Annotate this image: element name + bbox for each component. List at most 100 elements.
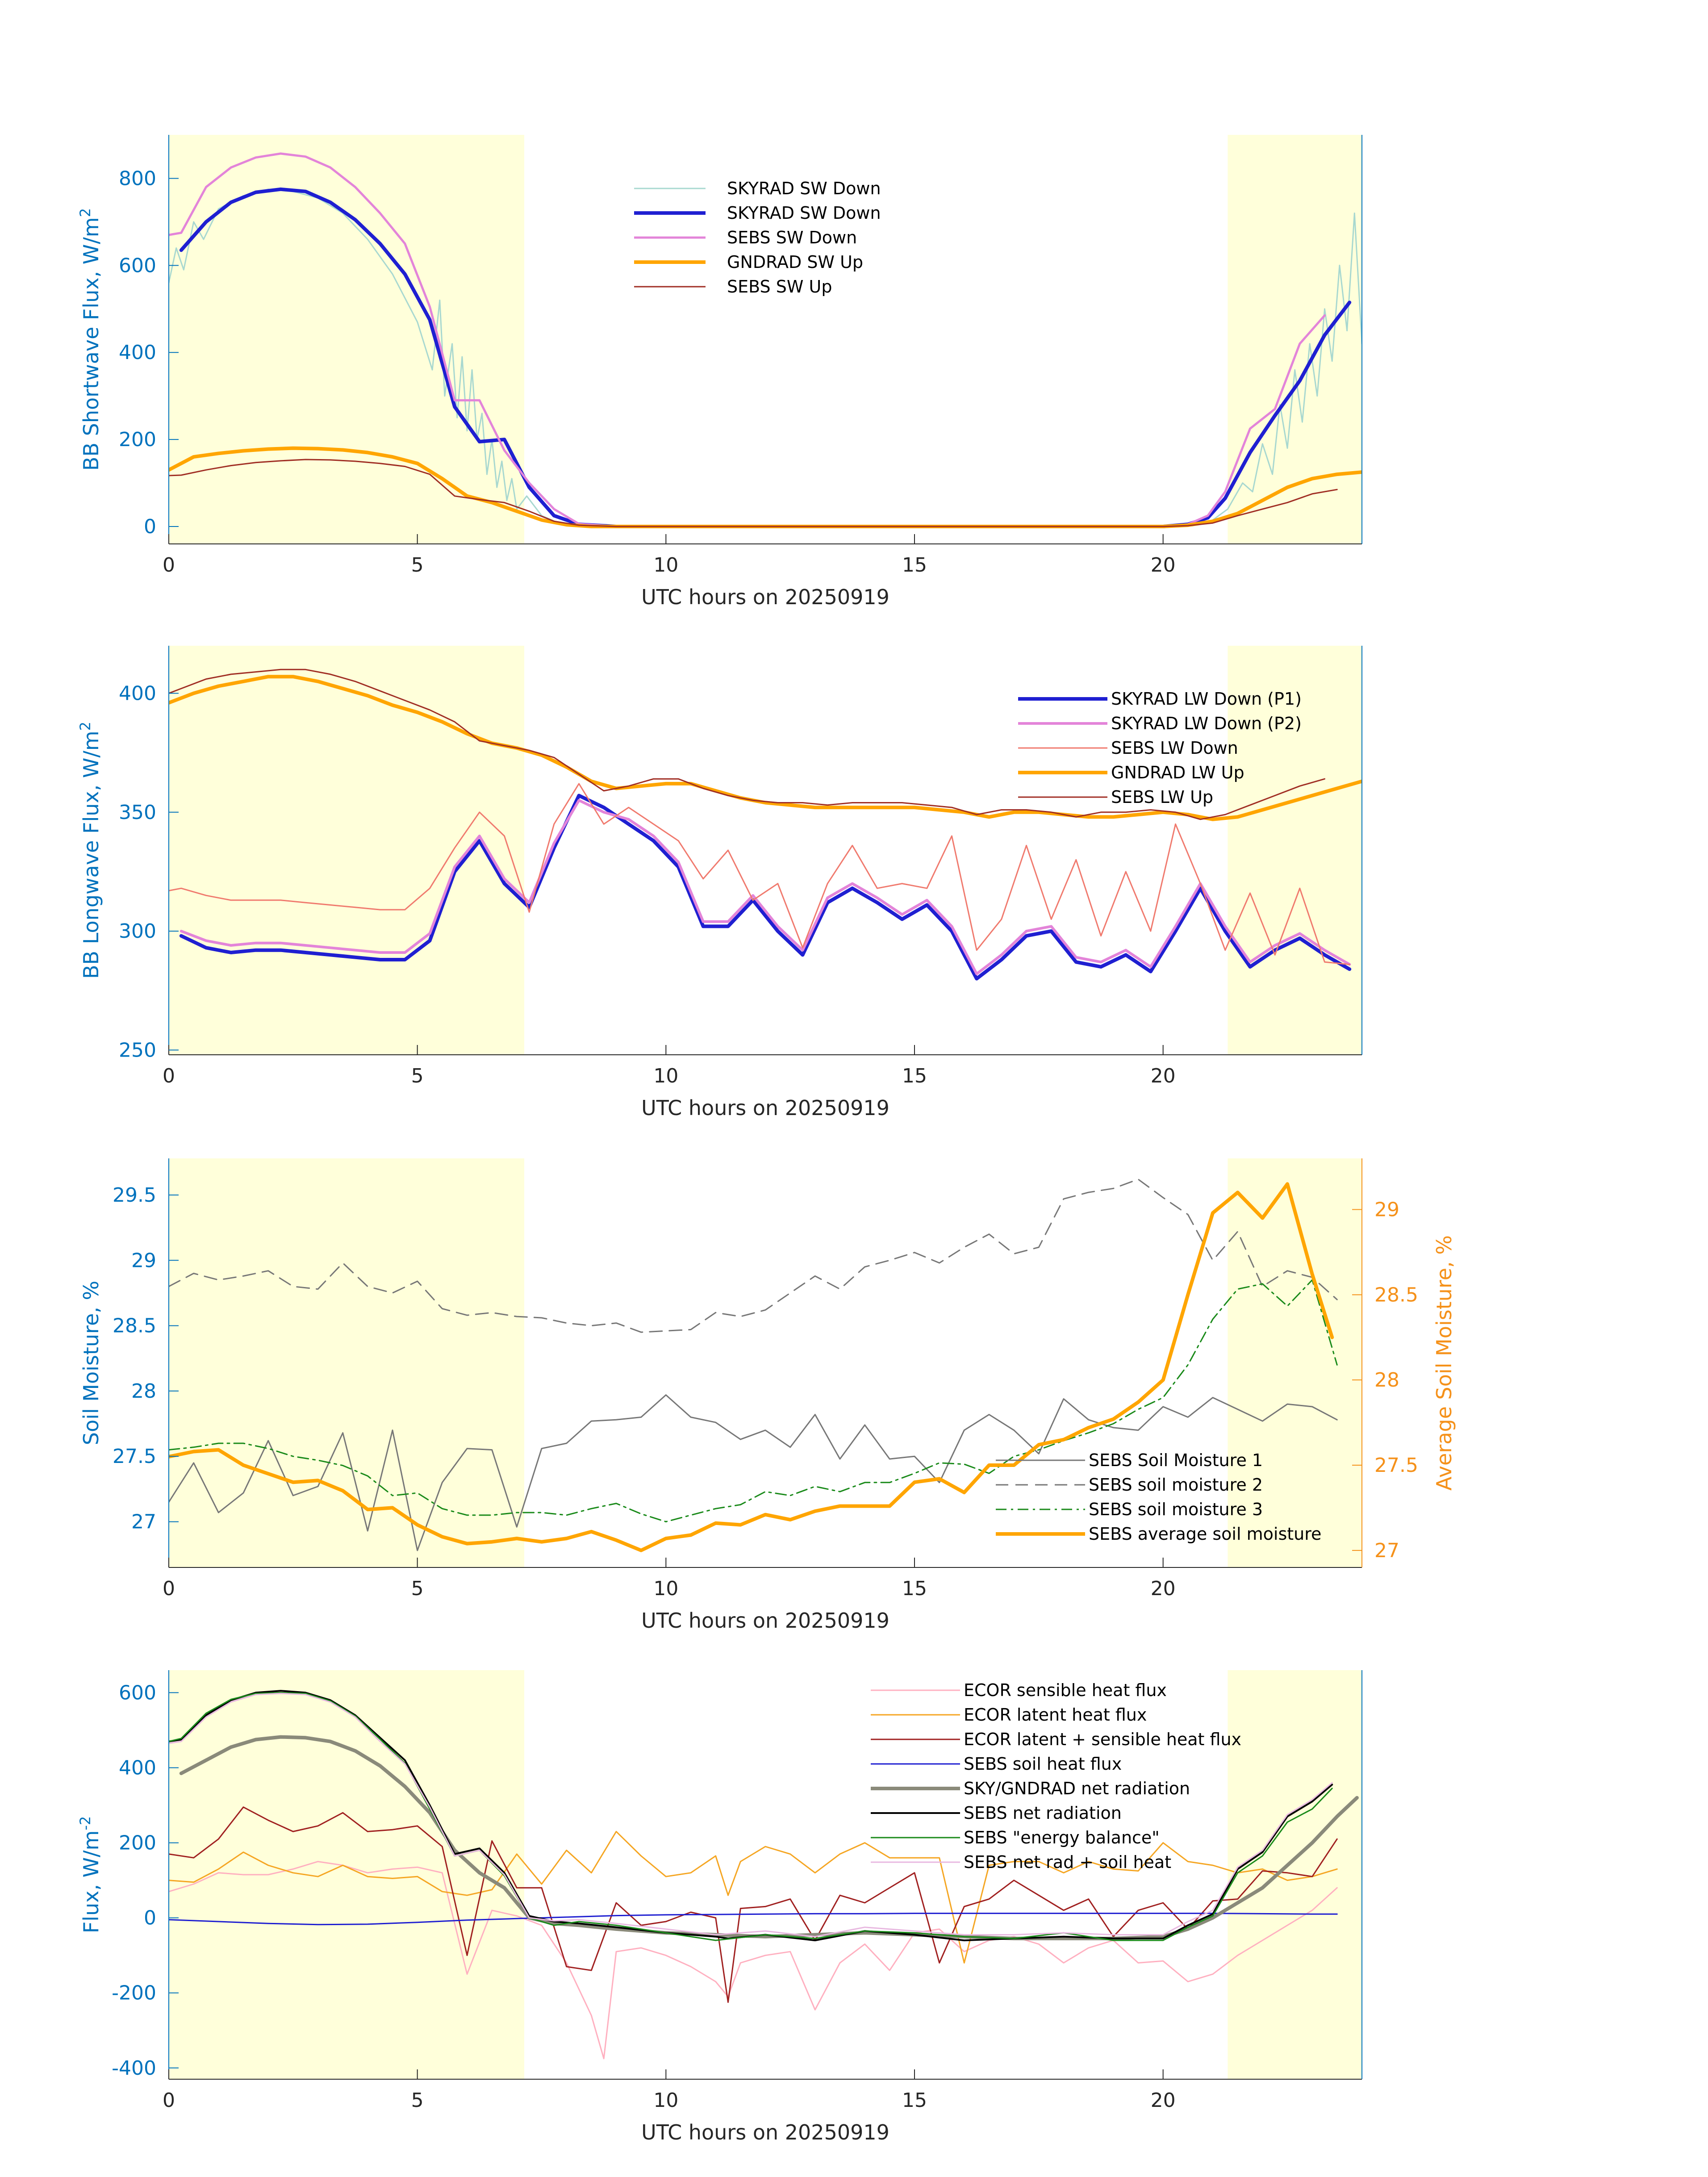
x-tick-label: 0 [163, 554, 175, 577]
night-band-0 [169, 1158, 525, 1567]
series-group [169, 152, 1362, 528]
y-tick-label: -400 [112, 2057, 156, 2080]
x-tick-label: 15 [902, 1065, 927, 1087]
series-group [169, 1178, 1338, 1552]
legend-label: SEBS soil moisture 3 [1089, 1500, 1263, 1519]
chart-panel-flux: 0 5 10 15 20 -400 -200 0 200 400 600 UTC hours on 2… [77, 1670, 1362, 2144]
y-tick-label: 0 [144, 1907, 156, 1930]
series-line-3 [169, 446, 1362, 528]
x-tick-label: 15 [902, 2089, 927, 2112]
y-tick-label: 200 [119, 428, 156, 451]
y-tick-label: 27.5 [113, 1445, 156, 1468]
y-tick-label: 29.5 [113, 1184, 156, 1207]
series-line-2 [169, 1806, 1338, 2003]
y-tick-label: 350 [119, 801, 156, 824]
series-line-2 [169, 152, 1326, 528]
legend-label: SEBS SW Up [727, 277, 832, 297]
legend-label: SEBS net radiation [964, 1803, 1122, 1823]
x-tick-label: 5 [411, 1577, 424, 1600]
x-tick-label: 0 [163, 2089, 175, 2112]
y-right-tick-label: 29 [1374, 1199, 1399, 1221]
legend-label: SEBS Soil Moisture 1 [1089, 1450, 1263, 1470]
x-tick-label: 10 [653, 1577, 678, 1600]
x-tick-label: 20 [1151, 554, 1176, 577]
x-axis-label: UTC hours on 20250919 [641, 1609, 889, 1633]
night-band-1 [1228, 1670, 1362, 2079]
y-tick-label: 800 [119, 167, 156, 190]
x-tick-label: 5 [411, 2089, 424, 2112]
y-tick-label: 400 [119, 682, 156, 705]
x-tick-label: 5 [411, 554, 424, 577]
x-tick-label: 20 [1151, 1577, 1176, 1600]
y-tick-label: 0 [144, 515, 156, 538]
x-axis-label: UTC hours on 20250919 [641, 585, 889, 609]
x-tick-label: 0 [163, 1065, 175, 1087]
night-band-1 [1228, 1158, 1362, 1567]
legend: SKYRAD SW Down SKYRAD SW Down SEBS SW Down… [634, 179, 881, 297]
series-line-1 [169, 1830, 1338, 1964]
x-tick-label: 15 [902, 554, 927, 577]
series-line-6 [169, 1692, 1333, 1941]
series-line-0 [179, 794, 1352, 981]
legend: ECOR sensible heat flux ECOR latent heat … [871, 1680, 1241, 1872]
series-line-1 [169, 1178, 1338, 1333]
x-tick-label: 20 [1151, 2089, 1176, 2112]
series-line-0 [169, 1394, 1338, 1551]
y-tick-label: -200 [112, 1982, 156, 2005]
y-tick-label: 600 [119, 1681, 156, 1704]
legend-label: ECOR sensible heat flux [964, 1680, 1167, 1700]
legend-label: SEBS LW Down [1111, 738, 1238, 758]
legend-label: SEBS net rad + soil heat [964, 1852, 1171, 1872]
x-tick-label: 10 [653, 2089, 678, 2112]
y-right-tick-label: 28.5 [1374, 1283, 1418, 1306]
x-tick-label: 20 [1151, 1065, 1176, 1087]
night-band-0 [169, 135, 525, 544]
legend: SKYRAD LW Down (P1) SKYRAD LW Down (P2) SE… [1018, 689, 1302, 807]
x-tick-label: 10 [653, 1065, 678, 1087]
y-tick-label: 28 [131, 1380, 156, 1403]
y-axis-right-label: Average Soil Moisture, % [1432, 1235, 1456, 1491]
y-tick-label: 27 [131, 1511, 156, 1534]
legend-label: SKYRAD LW Down (P1) [1111, 689, 1302, 709]
y-right-tick-label: 27 [1374, 1539, 1399, 1562]
series-line-1 [180, 799, 1351, 975]
y-tick-label: 400 [119, 1756, 156, 1779]
legend-label: SEBS soil moisture 2 [1089, 1475, 1263, 1495]
series-line-4 [169, 459, 1338, 527]
series-line-2 [169, 1279, 1338, 1523]
series-line-2 [169, 783, 1350, 965]
legend-label: SEBS "energy balance" [964, 1828, 1160, 1847]
y-tick-label: 29 [131, 1249, 156, 1272]
y-axis-label: Flux, W/m-2 [77, 1816, 103, 1934]
y-right-tick-label: 28 [1374, 1369, 1399, 1391]
legend-label: ECOR latent heat flux [964, 1705, 1147, 1725]
legend-label: GNDRAD LW Up [1111, 763, 1244, 782]
y-tick-label: 400 [119, 341, 156, 364]
y-tick-label: 300 [119, 920, 156, 943]
legend-label: SEBS average soil moisture [1089, 1524, 1321, 1544]
x-tick-label: 5 [411, 1065, 424, 1087]
series-line-4 [169, 669, 1325, 820]
y-axis-label: Soil Moisture, % [79, 1281, 103, 1445]
legend-label: ECOR latent + sensible heat flux [964, 1730, 1241, 1749]
y-right-tick-label: 27.5 [1374, 1454, 1418, 1477]
y-tick-label: 28.5 [113, 1315, 156, 1337]
series-group [169, 1690, 1359, 2060]
night-band-0 [169, 646, 525, 1055]
legend-label: SEBS LW Up [1111, 787, 1213, 807]
legend-label: GNDRAD SW Up [727, 252, 863, 272]
series-line-1 [179, 187, 1352, 528]
night-band-0 [169, 1670, 525, 2079]
series-line-3 [169, 675, 1362, 821]
legend-label: SKYRAD SW Down [727, 203, 881, 223]
x-axis-label: UTC hours on 20250919 [641, 1096, 889, 1120]
x-tick-label: 15 [902, 1577, 927, 1600]
legend-label: SEBS SW Down [727, 228, 857, 247]
legend-label: SKYRAD SW Down [727, 179, 881, 198]
chart-panel-longwave: 0 5 10 15 20 250 300 350 400 UTC hours on 2025091… [77, 646, 1362, 1120]
night-band-1 [1228, 646, 1362, 1055]
y-tick-label: 200 [119, 1832, 156, 1855]
x-tick-label: 10 [653, 554, 678, 577]
